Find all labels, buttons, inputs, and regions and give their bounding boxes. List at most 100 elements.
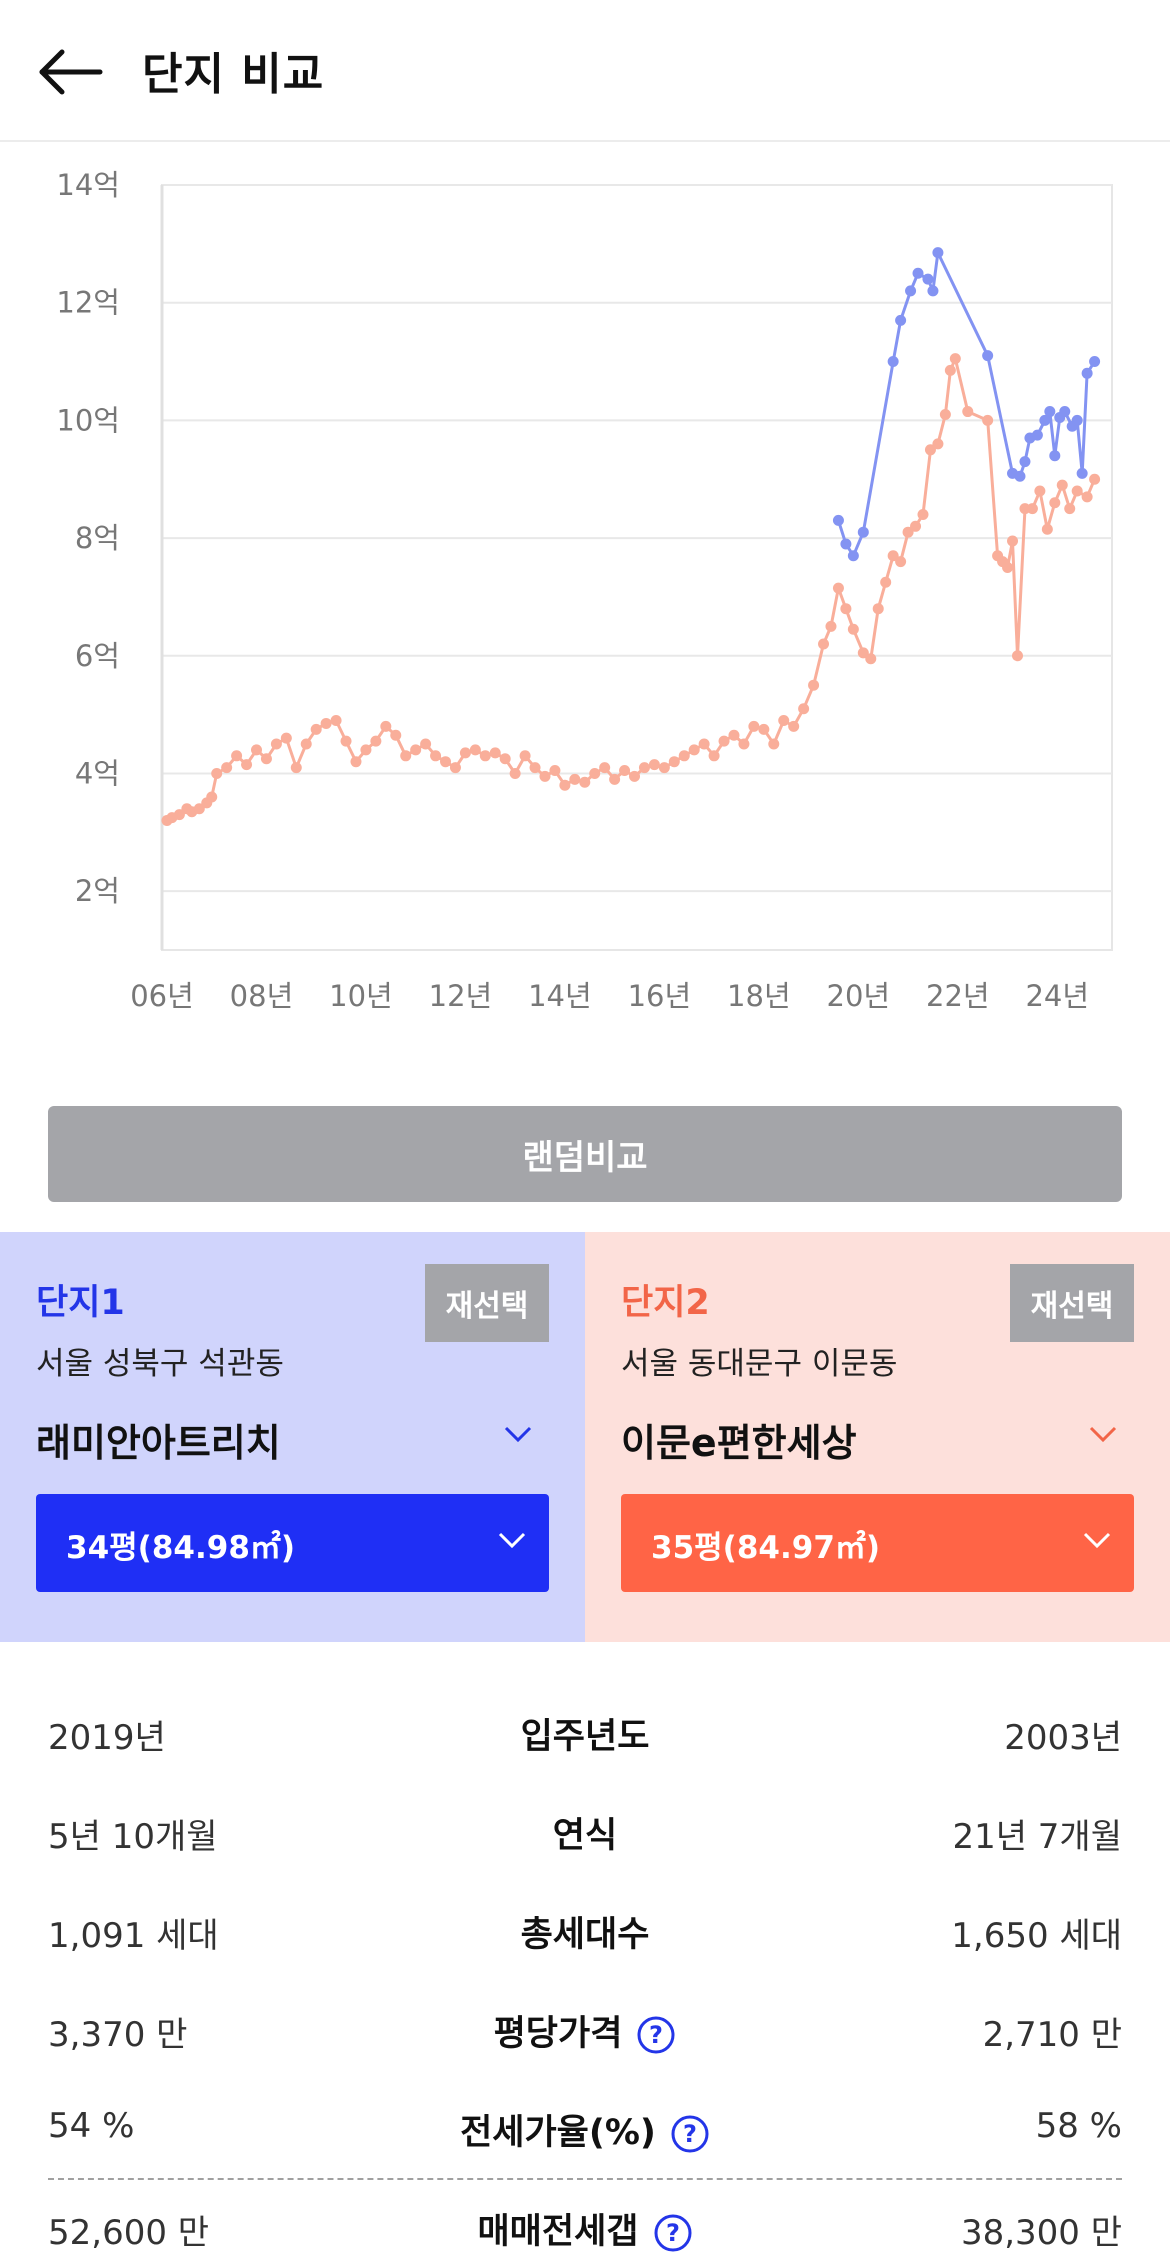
data-point xyxy=(922,273,934,285)
complex2-size-select[interactable]: 35평(84.97㎡) xyxy=(621,1494,1134,1592)
svg-text:?: ? xyxy=(649,2021,663,2049)
data-point xyxy=(708,750,720,762)
y-tick-label: 14억 xyxy=(56,168,120,202)
data-point xyxy=(982,350,994,362)
back-arrow-icon xyxy=(39,49,103,95)
data-point xyxy=(905,285,917,297)
data-point xyxy=(887,550,899,562)
chevron-down-icon xyxy=(1089,1426,1117,1443)
data-point xyxy=(1049,450,1061,462)
data-point xyxy=(440,756,452,768)
data-point xyxy=(887,356,899,368)
stat-value-complex1: 52,600 만 xyxy=(48,2213,210,2253)
data-point xyxy=(529,762,541,774)
stat-value-complex2: 1,650 세대 xyxy=(951,1916,1122,1956)
data-point xyxy=(857,647,869,659)
complex2-reselect-button[interactable]: 재선택 xyxy=(1010,1264,1134,1342)
x-tick-label: 16년 xyxy=(628,979,692,1013)
x-tick-label: 08년 xyxy=(230,979,294,1013)
complex1-label: 단지1 xyxy=(36,1283,125,1323)
data-point xyxy=(539,770,551,782)
complex1-size-select[interactable]: 34평(84.98㎡) xyxy=(36,1494,549,1592)
data-point xyxy=(718,735,730,747)
help-icon[interactable]: ? xyxy=(670,2114,710,2154)
data-point xyxy=(569,773,581,785)
data-point xyxy=(738,738,750,750)
stat-value-complex2: 58 % xyxy=(1035,2106,1122,2146)
data-point xyxy=(380,720,392,732)
data-point xyxy=(778,715,790,726)
data-point xyxy=(847,623,859,635)
complex2-name-dropdown[interactable]: 이문e편한세상 xyxy=(621,1402,1134,1472)
data-point xyxy=(300,738,312,750)
stat-label: 평당가격 xyxy=(493,2014,623,2054)
complex2-size: 35평(84.97㎡) xyxy=(651,1530,881,1566)
data-point xyxy=(902,526,914,538)
data-point xyxy=(360,744,372,756)
data-point xyxy=(251,744,263,756)
data-point xyxy=(1076,467,1088,479)
complex1-panel: 단지1 재선택 서울 성북구 석관동 래미안아트리치 34평(84.98㎡) xyxy=(0,1232,585,1642)
data-point xyxy=(768,738,780,750)
complex2-panel: 단지2 재선택 서울 동대문구 이문동 이문e편한세상 35평(84.97㎡) xyxy=(585,1232,1170,1642)
dashed-divider xyxy=(48,2178,1122,2180)
app-header: 단지 비교 xyxy=(0,0,1170,142)
stat-value-complex2: 2003년 xyxy=(1004,1718,1122,1758)
back-button[interactable] xyxy=(36,42,106,102)
data-point xyxy=(280,732,292,744)
random-compare-button[interactable]: 랜덤비교 xyxy=(48,1106,1122,1202)
x-tick-label: 22년 xyxy=(926,979,990,1013)
svg-text:?: ? xyxy=(666,2219,680,2247)
data-point xyxy=(932,247,944,259)
data-point xyxy=(1034,485,1046,497)
data-point xyxy=(1071,414,1083,426)
data-point xyxy=(1064,503,1076,515)
stat-row-jeonse-ratio: 54 % 전세가율(%)? 58 % xyxy=(48,2098,1122,2158)
help-icon[interactable]: ? xyxy=(636,2015,676,2055)
y-tick-label: 2억 xyxy=(75,874,120,908)
data-point xyxy=(912,267,924,279)
data-point xyxy=(449,762,461,774)
data-point xyxy=(1081,367,1093,379)
data-point xyxy=(231,750,243,762)
data-point xyxy=(459,747,471,759)
x-tick-label: 20년 xyxy=(827,979,891,1013)
data-point xyxy=(825,620,837,632)
data-point xyxy=(758,723,770,735)
data-point xyxy=(638,762,650,774)
data-point xyxy=(668,756,680,768)
help-icon[interactable]: ? xyxy=(653,2213,693,2253)
data-point xyxy=(872,603,884,615)
data-point xyxy=(698,738,710,750)
stat-value-complex1: 2019년 xyxy=(48,1718,166,1758)
data-point xyxy=(962,406,974,418)
complex1-reselect-button[interactable]: 재선택 xyxy=(425,1264,549,1342)
y-tick-label: 8억 xyxy=(75,521,120,555)
data-point xyxy=(400,750,412,762)
data-point xyxy=(350,756,362,768)
y-tick-label: 4억 xyxy=(75,756,120,790)
data-point xyxy=(390,729,402,741)
data-point xyxy=(479,750,491,762)
data-point xyxy=(688,744,700,756)
data-point xyxy=(648,759,660,771)
complex1-name-dropdown[interactable]: 래미안아트리치 xyxy=(36,1402,549,1472)
stat-value-complex1: 54 % xyxy=(48,2106,135,2146)
chevron-down-icon xyxy=(498,1532,526,1549)
data-point xyxy=(895,314,907,326)
data-point xyxy=(193,803,205,815)
stat-row-households: 1,091 세대 총세대수 1,650 세대 xyxy=(48,1900,1122,1960)
data-point xyxy=(788,720,800,732)
data-point xyxy=(340,735,352,747)
data-point xyxy=(211,767,223,779)
data-point xyxy=(798,703,810,715)
stat-value-complex1: 3,370 만 xyxy=(48,2015,188,2055)
data-point xyxy=(982,414,994,426)
data-point xyxy=(658,762,670,774)
data-point xyxy=(509,767,521,779)
data-point xyxy=(865,653,877,665)
price-comparison-chart: 14억 12억 10억 8억 6억 4억 2억 06년 08년 10년 12년 14년 16년 18년 20… xyxy=(56,168,1113,1013)
stat-value-complex2: 21년 7개월 xyxy=(952,1817,1122,1857)
data-point xyxy=(469,744,481,756)
y-tick-label: 6억 xyxy=(75,639,120,673)
